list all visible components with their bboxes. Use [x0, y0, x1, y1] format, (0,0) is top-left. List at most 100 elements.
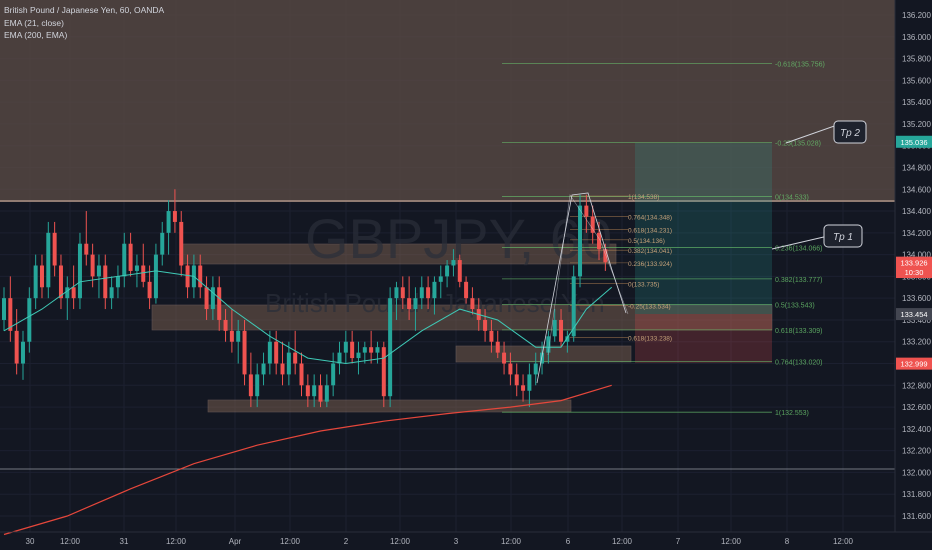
candle-body — [71, 287, 76, 299]
candle-body — [286, 352, 291, 375]
candle-body — [77, 243, 82, 299]
candle-body — [84, 243, 89, 255]
candle-body — [464, 281, 469, 299]
callout-tp1[interactable]: Tp 1 — [771, 224, 863, 250]
candle-body — [305, 385, 310, 397]
candle-body — [96, 265, 101, 277]
candle-body — [527, 374, 532, 391]
candle-body — [103, 265, 108, 299]
candle-body — [514, 374, 519, 386]
candle-body — [90, 254, 95, 277]
price-tick-label: 132.000 — [902, 468, 931, 477]
candle-body — [552, 319, 557, 337]
target-area — [635, 143, 772, 314]
price-badge — [896, 266, 932, 279]
price-badge — [896, 308, 932, 321]
candle-body — [407, 298, 412, 310]
price-tick-label: 132.200 — [902, 447, 931, 456]
projection-path-2 — [547, 194, 629, 356]
price-tick-label: 134.000 — [902, 251, 931, 260]
candle-body — [559, 319, 564, 342]
candle-body — [172, 211, 177, 222]
candle-body — [362, 347, 367, 353]
price-badge-label: 132.999 — [900, 360, 927, 369]
candle-body — [400, 287, 405, 299]
candle-body — [128, 243, 133, 271]
time-tick-label: 30 — [26, 537, 35, 546]
callout-tp2-pointer — [785, 123, 841, 144]
price-badge-label: 133.926 — [900, 259, 927, 268]
price-tick-label: 134.600 — [902, 185, 931, 194]
fib-label: 0.5(133.543) — [775, 302, 815, 309]
price-tick-label: 132.400 — [902, 425, 931, 434]
candle-body — [198, 265, 203, 288]
candle-body — [33, 265, 38, 299]
time-tick-label: 31 — [120, 537, 129, 546]
price-badge — [896, 135, 932, 148]
price-tick-label: 136.200 — [902, 11, 931, 20]
price-tick-label: 131.600 — [902, 512, 931, 521]
price-badge-label: 135.036 — [900, 138, 927, 147]
candle-body — [483, 319, 488, 331]
stop-area — [635, 314, 772, 363]
candle-body — [343, 341, 348, 353]
candle-body — [470, 298, 475, 310]
price-tick-label: 135.600 — [902, 76, 931, 85]
price-tick-label: 134.800 — [902, 163, 931, 172]
fib-label: -0.618(135.756) — [775, 61, 825, 68]
candle-body — [337, 352, 342, 364]
candle-body — [584, 205, 589, 217]
candle-body — [204, 287, 209, 310]
candle-body — [115, 276, 120, 288]
candle-body — [451, 260, 456, 266]
candle-body — [58, 265, 63, 299]
candle-body — [223, 319, 228, 331]
candle-body — [109, 287, 114, 299]
time-tick-label: 12:00 — [390, 537, 411, 546]
candle-body — [261, 363, 266, 375]
candle-body — [356, 352, 361, 359]
price-tick-label: 135.200 — [902, 120, 931, 129]
candle-body — [274, 341, 279, 364]
legend-ema200: EMA (200, EMA) — [4, 30, 67, 40]
callout-tp2-box — [833, 120, 867, 144]
time-tick-label: 12:00 — [60, 537, 81, 546]
candle-body — [571, 276, 576, 337]
time-tick-label: 8 — [785, 537, 790, 546]
candle-body — [546, 336, 551, 353]
fib-inner-label: 0.382(134.041) — [628, 248, 672, 255]
candle-body — [134, 265, 139, 271]
candle-body — [394, 287, 399, 299]
fib-inner-label: 0.764(134.348) — [628, 215, 672, 222]
time-tick-label: 3 — [454, 537, 459, 546]
candle-body — [229, 330, 234, 342]
candle-body — [540, 352, 545, 364]
candle-body — [299, 363, 304, 386]
fib-inner-label: 1(134.538) — [628, 194, 659, 201]
price-tick-label: 132.600 — [902, 403, 931, 412]
candle-body — [160, 232, 165, 255]
price-tick-label: 136.000 — [902, 33, 931, 42]
candle-body — [248, 374, 253, 397]
fib-inner-label: 0.618(133.238) — [628, 336, 672, 343]
callout-tp2-label: Tp 2 — [840, 128, 860, 139]
candle-body — [603, 249, 608, 263]
fib-label: 0.382(133.777) — [775, 277, 822, 284]
candle-body — [255, 374, 260, 397]
candle-body — [521, 385, 526, 391]
time-tick-label: 12:00 — [501, 537, 522, 546]
candle-body — [179, 221, 184, 266]
candle-body — [141, 265, 146, 282]
price-tick-label: 133.600 — [902, 294, 931, 303]
candle-body — [381, 347, 386, 397]
time-axis[interactable]: 30 12:00 31 12:00 Apr 12:00 2 12:00 3 12:00 6 12:00… — [26, 537, 854, 546]
fib-label: 0.618(133.309) — [775, 328, 822, 335]
candle-body — [267, 341, 272, 364]
ema200-line — [3, 384, 612, 536]
candle-body — [495, 341, 500, 353]
time-tick-label: 6 — [566, 537, 571, 546]
candle-body — [280, 363, 285, 375]
callout-tp2[interactable]: Tp 2 — [785, 120, 867, 144]
candle-body — [375, 347, 380, 353]
